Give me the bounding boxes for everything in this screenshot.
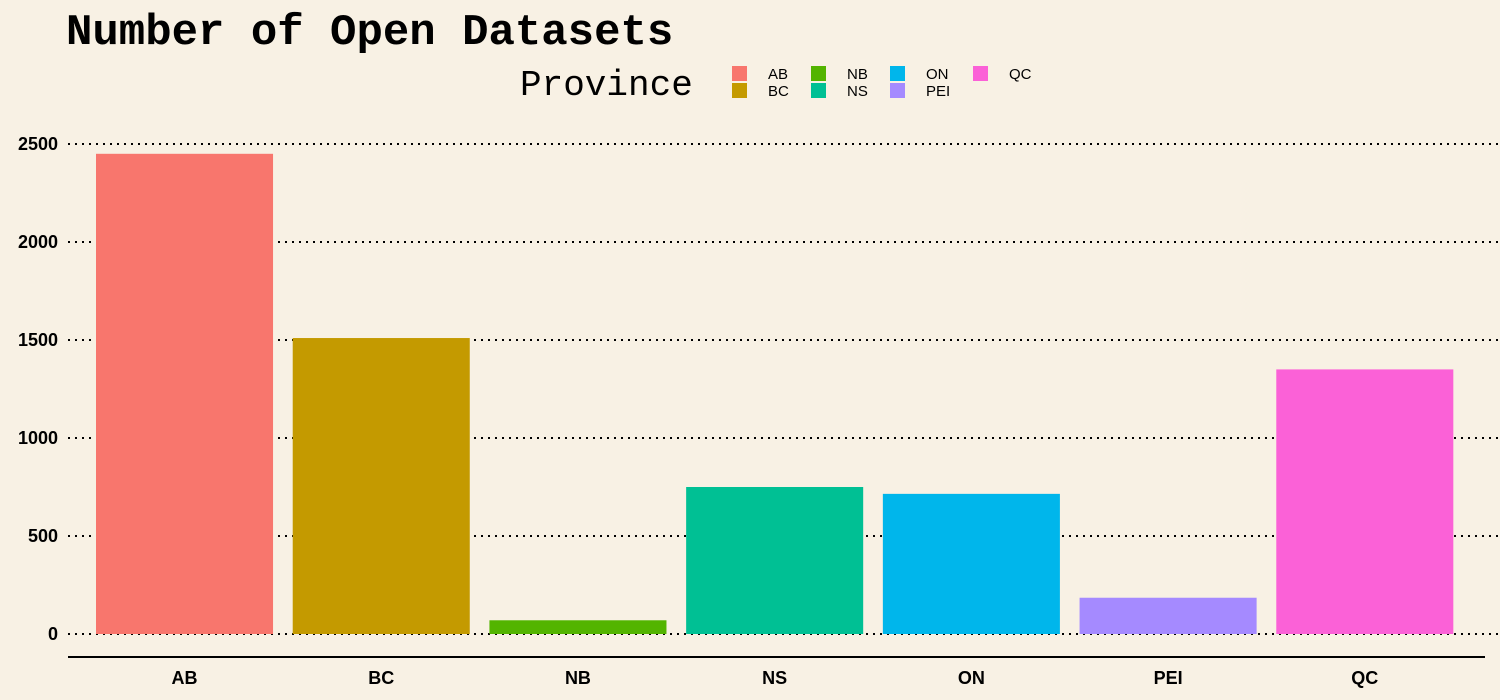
legend-label: NS: [847, 83, 868, 100]
legend-key-ns: [811, 83, 826, 98]
legend-label: PEI: [926, 83, 950, 100]
x-axis: AB BC NB NS ON PEI QC: [172, 668, 1379, 688]
y-tick-label: 500: [28, 526, 58, 546]
x-tick-label: BC: [368, 668, 394, 688]
x-tick-label: NB: [565, 668, 591, 688]
legend-title: Province: [520, 65, 693, 106]
legend-key-qc: [973, 66, 988, 81]
y-tick-label: 1000: [18, 428, 58, 448]
x-tick-label: ON: [958, 668, 985, 688]
y-axis: 0 500 1000 1500 2000 2500: [18, 134, 58, 644]
bar-qc: [1276, 369, 1454, 634]
bar-on: [882, 493, 1060, 634]
x-tick-label: NS: [762, 668, 787, 688]
y-tick-label: 0: [48, 624, 58, 644]
legend-key-pei: [890, 83, 905, 98]
legend-key-nb: [811, 66, 826, 81]
legend-label: ON: [926, 66, 949, 83]
bar-ns: [686, 487, 864, 634]
legend-key-bc: [732, 83, 747, 98]
legend-key-on: [890, 66, 905, 81]
y-tick-label: 2500: [18, 134, 58, 154]
legend-label: QC: [1009, 66, 1032, 83]
legend-label: AB: [768, 66, 788, 83]
legend-label: BC: [768, 83, 789, 100]
x-tick-label: QC: [1351, 668, 1378, 688]
legend-label: NB: [847, 66, 868, 83]
bar-bc: [292, 338, 470, 634]
x-tick-label: AB: [172, 668, 198, 688]
y-tick-label: 2000: [18, 232, 58, 252]
bars: [96, 153, 1454, 635]
bar-pei: [1079, 597, 1257, 634]
x-tick-label: PEI: [1154, 668, 1183, 688]
y-tick-label: 1500: [18, 330, 58, 350]
bar-ab: [96, 153, 274, 635]
bar-nb: [489, 620, 667, 634]
legend-key-ab: [732, 66, 747, 81]
chart-title: Number of Open Datasets: [66, 8, 673, 58]
